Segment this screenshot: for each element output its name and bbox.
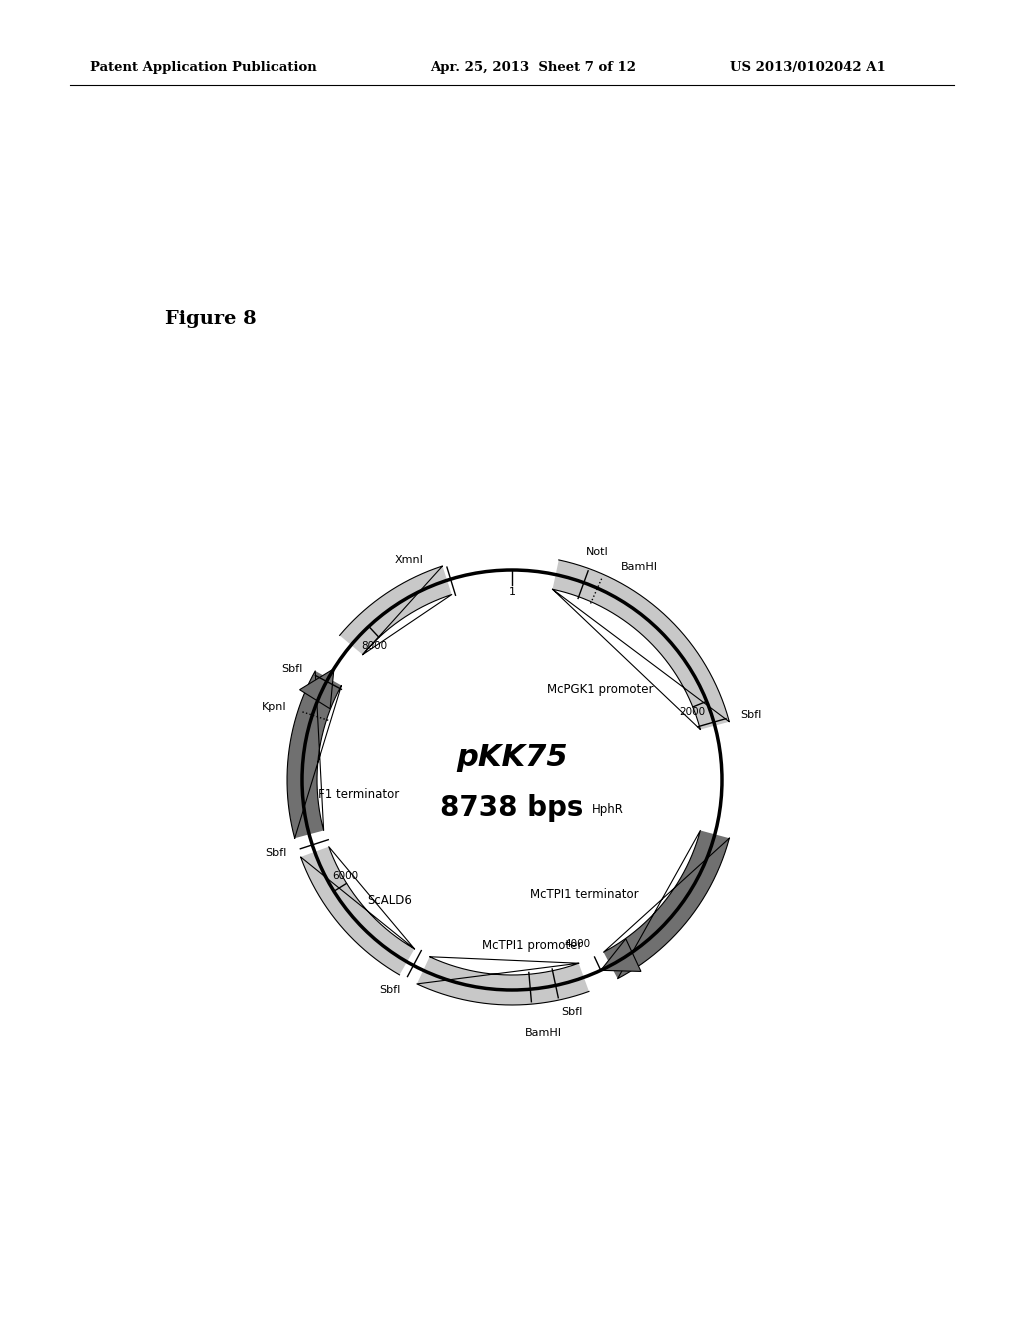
- Text: 2000: 2000: [680, 708, 706, 717]
- Text: 1: 1: [509, 587, 515, 597]
- Text: SbfI: SbfI: [561, 1007, 583, 1018]
- Text: Apr. 25, 2013  Sheet 7 of 12: Apr. 25, 2013 Sheet 7 of 12: [430, 62, 636, 74]
- Text: Patent Application Publication: Patent Application Publication: [90, 62, 316, 74]
- Text: BamHI: BamHI: [621, 562, 657, 573]
- Text: ScALD6: ScALD6: [367, 894, 412, 907]
- Text: 8738 bps: 8738 bps: [440, 795, 584, 822]
- Polygon shape: [417, 957, 589, 1005]
- Polygon shape: [340, 566, 452, 655]
- Text: KpnI: KpnI: [262, 702, 287, 711]
- Text: BamHI: BamHI: [524, 1028, 562, 1039]
- Text: Figure 8: Figure 8: [165, 310, 257, 327]
- Polygon shape: [301, 846, 415, 975]
- Polygon shape: [603, 830, 729, 978]
- Polygon shape: [553, 560, 729, 730]
- Text: McTEF1 terminator: McTEF1 terminator: [287, 788, 399, 801]
- Text: McTPI1 promoter: McTPI1 promoter: [482, 939, 583, 952]
- Polygon shape: [287, 671, 341, 838]
- Text: SbfI: SbfI: [379, 985, 400, 994]
- Text: SbfI: SbfI: [265, 849, 287, 858]
- Text: SbfI: SbfI: [740, 710, 762, 719]
- Text: McPGK1 promoter: McPGK1 promoter: [547, 684, 653, 697]
- Polygon shape: [300, 669, 334, 709]
- Text: 8000: 8000: [361, 642, 387, 651]
- Text: 4000: 4000: [564, 939, 590, 949]
- Text: US 2013/0102042 A1: US 2013/0102042 A1: [730, 62, 886, 74]
- Text: NotI: NotI: [586, 548, 608, 557]
- Text: pKK75: pKK75: [456, 743, 568, 772]
- Text: XmnI: XmnI: [394, 554, 423, 565]
- Text: 6000: 6000: [333, 871, 358, 880]
- Text: McTPI1 terminator: McTPI1 terminator: [530, 888, 639, 902]
- Text: HphR: HphR: [592, 804, 624, 817]
- Polygon shape: [601, 939, 641, 972]
- Text: SbfI: SbfI: [282, 664, 302, 673]
